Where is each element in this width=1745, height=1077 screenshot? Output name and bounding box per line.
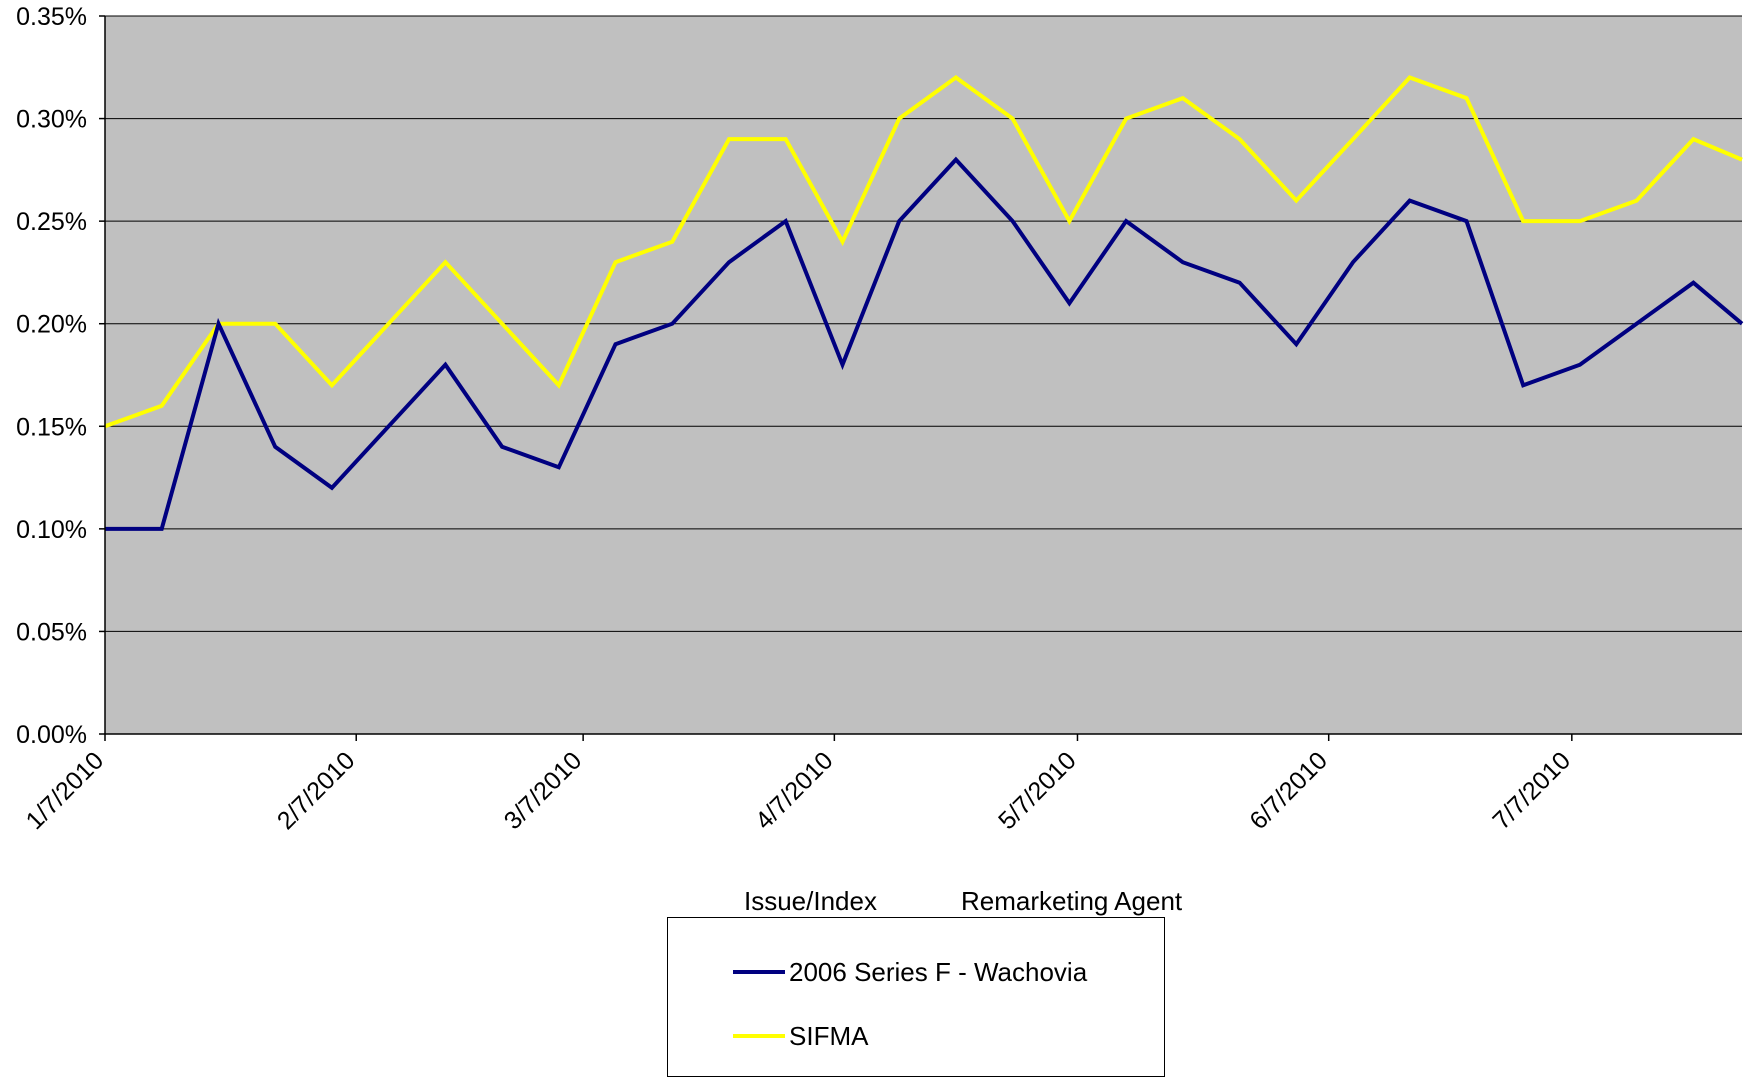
plot-area bbox=[105, 16, 1742, 734]
y-tick-label: 0.00% bbox=[16, 721, 87, 749]
y-tick-label: 0.15% bbox=[16, 413, 87, 441]
x-tick-label: 4/7/2010 bbox=[750, 746, 839, 835]
x-tick-label: 7/7/2010 bbox=[1487, 746, 1576, 835]
legend-label-wachovia: 2006 Series F - Wachovia bbox=[789, 956, 1088, 987]
legend-swatch-wachovia bbox=[733, 970, 785, 974]
line-chart: 0.00% 0.05% 0.10% 0.15% 0.20% 0.25% 0.30% 0.35%… bbox=[16, 3, 1744, 835]
y-tick-label: 0.35% bbox=[16, 3, 87, 31]
y-tick-label: 0.20% bbox=[16, 311, 87, 339]
y-tick-label: 0.05% bbox=[16, 618, 87, 646]
y-axis-ticks: 0.00% 0.05% 0.10% 0.15% 0.20% 0.25% 0.30% 0.35% bbox=[16, 3, 105, 749]
legend-item-sifma: SIFMA bbox=[733, 1016, 868, 1056]
legend: 2006 Series F - Wachovia SIFMA bbox=[667, 917, 1165, 1077]
y-tick-label: 0.30% bbox=[16, 106, 87, 134]
x-tick-label: 1/7/2010 bbox=[21, 746, 110, 835]
axes bbox=[104, 16, 1742, 735]
series-layer bbox=[104, 75, 1744, 531]
y-tick-label: 0.25% bbox=[16, 208, 87, 236]
x-tick-label: 3/7/2010 bbox=[499, 746, 588, 835]
x-axis-ticks: 1/7/2010 2/7/2010 3/7/2010 4/7/2010 5/7/2010… bbox=[21, 734, 1576, 835]
legend-label-sifma: SIFMA bbox=[789, 1020, 869, 1051]
series-line-wachovia bbox=[105, 156, 1744, 531]
legend-swatch-sifma bbox=[733, 1034, 785, 1038]
legend-header-issue: Issue/Index bbox=[744, 886, 877, 916]
gridlines bbox=[105, 15, 1742, 632]
y-tick-label: 0.10% bbox=[16, 516, 87, 544]
legend-item-wachovia: 2006 Series F - Wachovia bbox=[733, 952, 1087, 992]
x-tick-label: 6/7/2010 bbox=[1244, 746, 1333, 835]
x-tick-label: 5/7/2010 bbox=[993, 746, 1082, 835]
x-tick-label: 2/7/2010 bbox=[272, 746, 361, 835]
series-line-sifma bbox=[104, 75, 1743, 429]
legend-header-agent: Remarketing Agent bbox=[961, 886, 1183, 916]
